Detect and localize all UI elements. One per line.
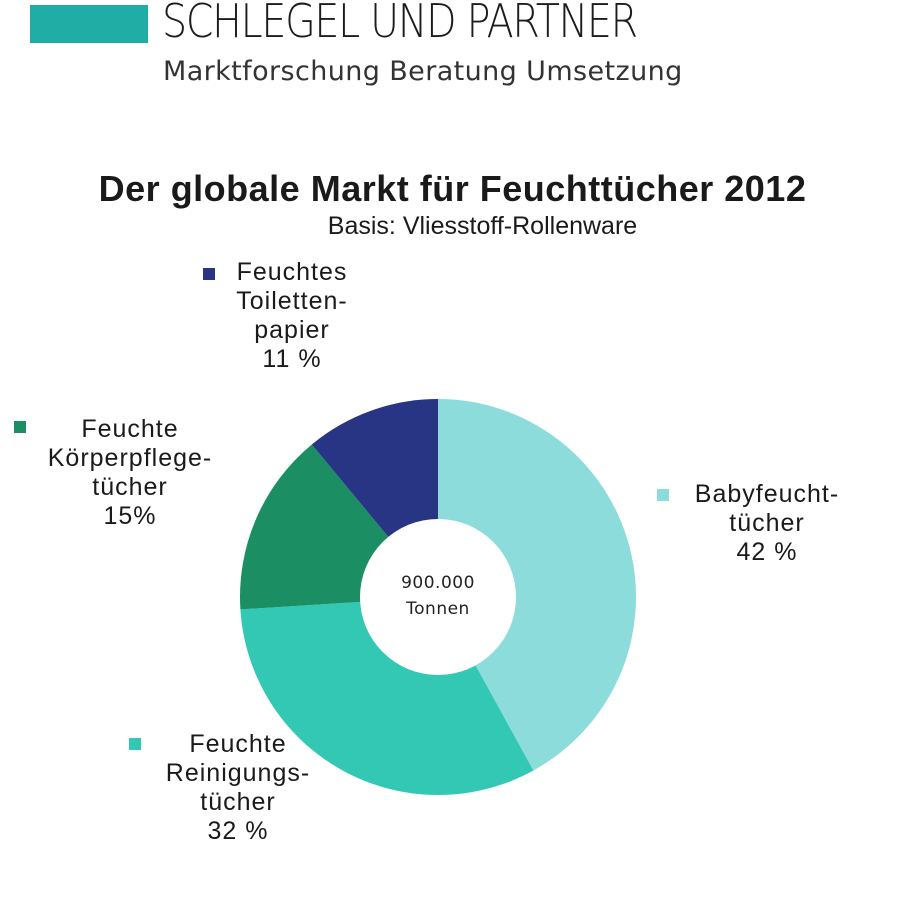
label-reinigungstuecher: Feuchte Reinigungs- tücher 32 % [165,730,311,845]
label-koerperpflege: Feuchte Körperpflege- tücher 15% [47,415,213,530]
legend-swatch-toilette [203,268,215,280]
label-toilettenpapier: Feuchtes Toiletten- papier 11 % [236,258,348,373]
company-tagline: Marktforschung Beratung Umsetzung [163,56,683,87]
legend-swatch-baby [657,489,669,501]
center-value: 900.000 [401,573,475,593]
company-name: SCHLEGEL UND PARTNER [162,0,638,48]
chart-title: Der globale Markt für Feuchttücher 2012 [98,168,807,209]
legend-swatch-reinigung [129,738,141,750]
logo-block [30,5,148,43]
chart-subtitle: Basis: Vliesstoff-Rollenware [327,212,638,240]
legend-swatch-koerper [14,421,26,433]
donut-segment [438,399,637,771]
label-babyfeuchttuecher: Babyfeucht- tücher 42 % [694,480,840,566]
center-total: 900.000 Tonnen [378,570,498,622]
center-unit: Tonnen [406,599,470,619]
